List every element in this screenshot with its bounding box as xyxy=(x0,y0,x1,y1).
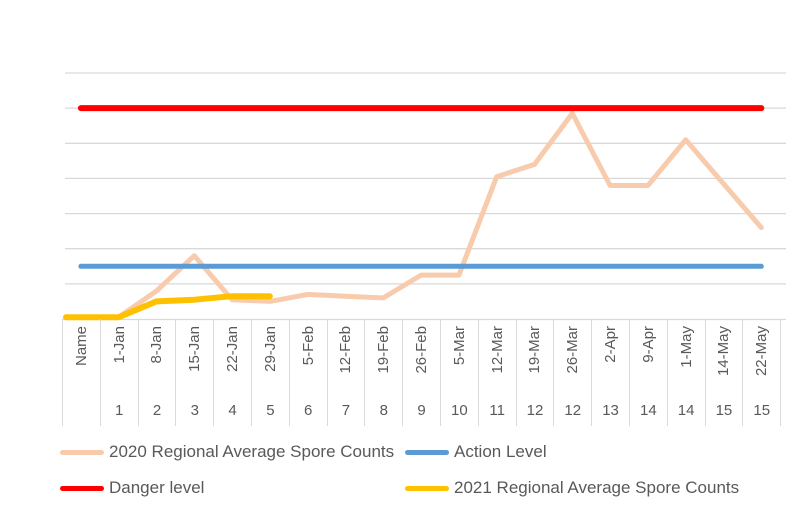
x-axis-week-number: 9 xyxy=(417,402,426,419)
x-axis-column: 19-Mar 12 xyxy=(515,319,554,426)
x-axis-week-number: 3 xyxy=(190,402,199,419)
x-axis-week-number: 12 xyxy=(564,402,582,419)
x-axis-week-number: 15 xyxy=(715,402,733,419)
x-axis-column: 12-Feb 7 xyxy=(326,319,365,426)
x-axis-date-cell: 12-Mar xyxy=(479,319,516,393)
x-axis-date-cell: 12-Feb xyxy=(328,319,365,393)
x-axis-date-cell: 5-Mar xyxy=(441,319,478,393)
x-axis-date-cell: 9-Apr xyxy=(630,319,667,393)
legend-label-danger-level: Danger level xyxy=(109,478,205,497)
x-axis-week-number: 1 xyxy=(115,402,124,419)
x-axis-week-number: 6 xyxy=(304,402,313,419)
x-axis-column: 14-May 15 xyxy=(704,319,743,426)
x-axis-week-number: 12 xyxy=(526,402,544,419)
x-axis-date-cell: 15-Jan xyxy=(176,319,213,393)
legend-entry-danger-level: Danger level xyxy=(60,478,204,498)
x-axis-date-cell: 5-Feb xyxy=(290,319,327,393)
x-axis-date-cell: 14-May xyxy=(706,319,743,393)
legend-entry-2021: 2021 Regional Average Spore Counts xyxy=(405,478,739,498)
x-axis-column: 22-Jan 4 xyxy=(213,319,251,426)
x-axis-week-number: 7 xyxy=(341,402,351,419)
x-axis-date-cell: 8-Jan xyxy=(139,319,176,393)
x-axis-label-table: Name 1-Jan 1 8-Jan 2 15-Jan 3 22-Jan 4 29-Jan 5 5-F… xyxy=(62,319,782,426)
legend-swatch-danger-level xyxy=(60,485,104,491)
series-line-0 xyxy=(63,110,764,320)
x-axis-column: 19-Feb 8 xyxy=(364,319,402,426)
x-axis-week-number: 14 xyxy=(677,402,695,419)
x-axis-date-label: 19-Mar xyxy=(526,326,544,374)
x-axis-date-cell: 1-Jan xyxy=(101,319,138,393)
x-axis-column: 26-Feb 9 xyxy=(402,319,440,426)
x-axis-week-number: 8 xyxy=(379,402,388,419)
x-axis-week-number xyxy=(63,393,100,426)
x-axis-date-label: 12-Mar xyxy=(488,326,506,374)
x-axis-date-label: 15-Jan xyxy=(186,326,204,372)
x-axis-column: 5-Feb 6 xyxy=(288,319,327,426)
x-axis-date-label: 26-Feb xyxy=(413,326,431,374)
x-axis-date-label: 5-Feb xyxy=(299,326,317,366)
legend-label-action-level: Action Level xyxy=(454,442,547,461)
x-axis-week-number: 2 xyxy=(152,402,162,419)
x-axis-date-label: 26-Mar xyxy=(564,326,582,374)
legend-swatch-action-level xyxy=(405,449,449,455)
x-axis-week-number: 15 xyxy=(753,402,771,419)
x-axis-date-cell: 22-May xyxy=(743,319,780,393)
x-axis-date-cell: 2-Apr xyxy=(592,319,629,393)
x-axis-date-cell: Name xyxy=(63,319,100,393)
x-axis-date-label: 29-Jan xyxy=(261,326,279,372)
x-axis-week-number: 14 xyxy=(640,402,657,419)
x-axis-date-cell: 29-Jan xyxy=(252,319,289,393)
x-axis-column: 2-Apr 13 xyxy=(591,319,629,426)
x-axis-date-label: 19-Feb xyxy=(375,326,393,374)
legend-swatch-2021 xyxy=(405,485,449,491)
x-axis-date-label: 14-May xyxy=(715,326,733,377)
x-axis-date-cell: 26-Mar xyxy=(554,319,591,393)
x-axis-week-number: 10 xyxy=(451,402,468,419)
x-axis-date-label: 8-Jan xyxy=(148,326,166,364)
x-axis-column: 1-May 14 xyxy=(666,319,705,426)
x-axis-date-label: 5-Mar xyxy=(450,326,468,366)
x-axis-week-number: 11 xyxy=(489,402,505,419)
x-axis-date-cell: 22-Jan xyxy=(214,319,251,393)
x-axis-column: 22-May 15 xyxy=(742,319,782,426)
series-line-3 xyxy=(63,293,273,321)
x-axis-date-cell: 19-Mar xyxy=(517,319,554,393)
x-axis-date-cell: 19-Feb xyxy=(365,319,402,393)
x-axis-date-cell: 26-Feb xyxy=(403,319,440,393)
legend-label-2021: 2021 Regional Average Spore Counts xyxy=(454,478,740,497)
legend-entry-2020: 2020 Regional Average Spore Counts xyxy=(60,442,394,462)
x-axis-date-label: 9-Apr xyxy=(639,326,657,363)
x-axis-week-number: 5 xyxy=(266,402,275,419)
x-axis-date-label: 2-Apr xyxy=(602,326,620,363)
x-axis-column: 29-Jan 5 xyxy=(250,319,289,426)
x-axis-column: 12-Mar 11 xyxy=(477,319,516,426)
x-axis-date-label: 1-Jan xyxy=(110,326,128,364)
x-axis-date-label: Name xyxy=(72,326,90,367)
x-axis-column: 1-Jan 1 xyxy=(99,319,138,426)
x-axis-date-label: 12-Feb xyxy=(337,326,355,374)
legend-entry-action-level: Action Level xyxy=(405,442,547,462)
x-axis-column: 8-Jan 2 xyxy=(137,319,176,426)
x-axis-column: Name xyxy=(62,319,100,426)
x-axis-date-label: 1-May xyxy=(677,326,695,368)
x-axis-column: 5-Mar 10 xyxy=(439,319,478,426)
x-axis-week-number: 13 xyxy=(602,402,619,419)
legend-label-2020: 2020 Regional Average Spore Counts xyxy=(109,442,395,461)
x-axis-column: 26-Mar 12 xyxy=(553,319,591,426)
x-axis-date-label: 22-May xyxy=(753,326,771,377)
x-axis-column: 15-Jan 3 xyxy=(175,319,213,426)
x-axis-date-label: 22-Jan xyxy=(224,326,242,372)
x-axis-column: 9-Apr 14 xyxy=(628,319,667,426)
x-axis-date-cell: 1-May xyxy=(668,319,705,393)
legend-swatch-2020 xyxy=(60,449,104,455)
x-axis-week-number: 4 xyxy=(228,402,237,419)
